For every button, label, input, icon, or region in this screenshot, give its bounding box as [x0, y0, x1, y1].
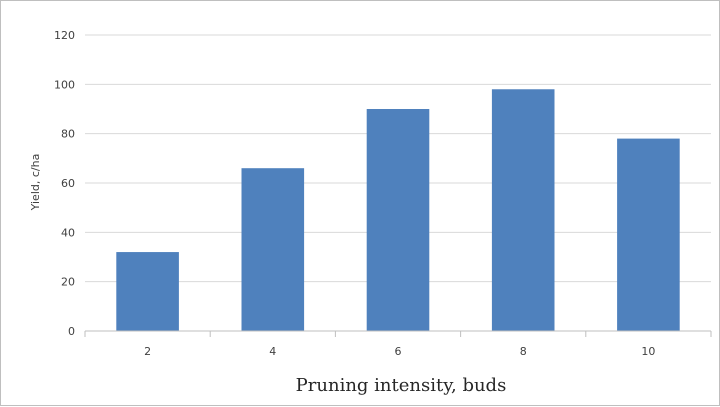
y-tick-label-100: 100 [54, 78, 75, 91]
y-tick-label-80: 80 [61, 128, 75, 141]
y-axis-title: Yield, c/ha [29, 154, 42, 212]
label-layer: 0 20 40 60 80 100 120 2 4 6 8 10 [54, 29, 655, 358]
bar-6 [366, 109, 430, 331]
y-tick-label-40: 40 [61, 226, 75, 239]
bar-8 [491, 89, 555, 332]
y-tick-label-0: 0 [68, 325, 75, 338]
bar-layer [116, 89, 680, 332]
x-axis-title: Pruning intensity, buds [296, 375, 507, 396]
y-tick-label-20: 20 [61, 276, 75, 289]
y-tick-label-60: 60 [61, 177, 75, 190]
bar-2 [116, 252, 179, 331]
bar-4 [241, 168, 305, 331]
x-tick-label-8: 8 [520, 345, 527, 358]
bar-10 [617, 138, 680, 331]
y-tick-label-120: 120 [54, 29, 75, 42]
axis-layer [84, 330, 712, 337]
x-tick-label-10: 10 [641, 345, 655, 358]
x-tick-label-6: 6 [395, 345, 402, 358]
x-tick-label-4: 4 [269, 345, 276, 358]
x-tick-label-2: 2 [144, 345, 151, 358]
